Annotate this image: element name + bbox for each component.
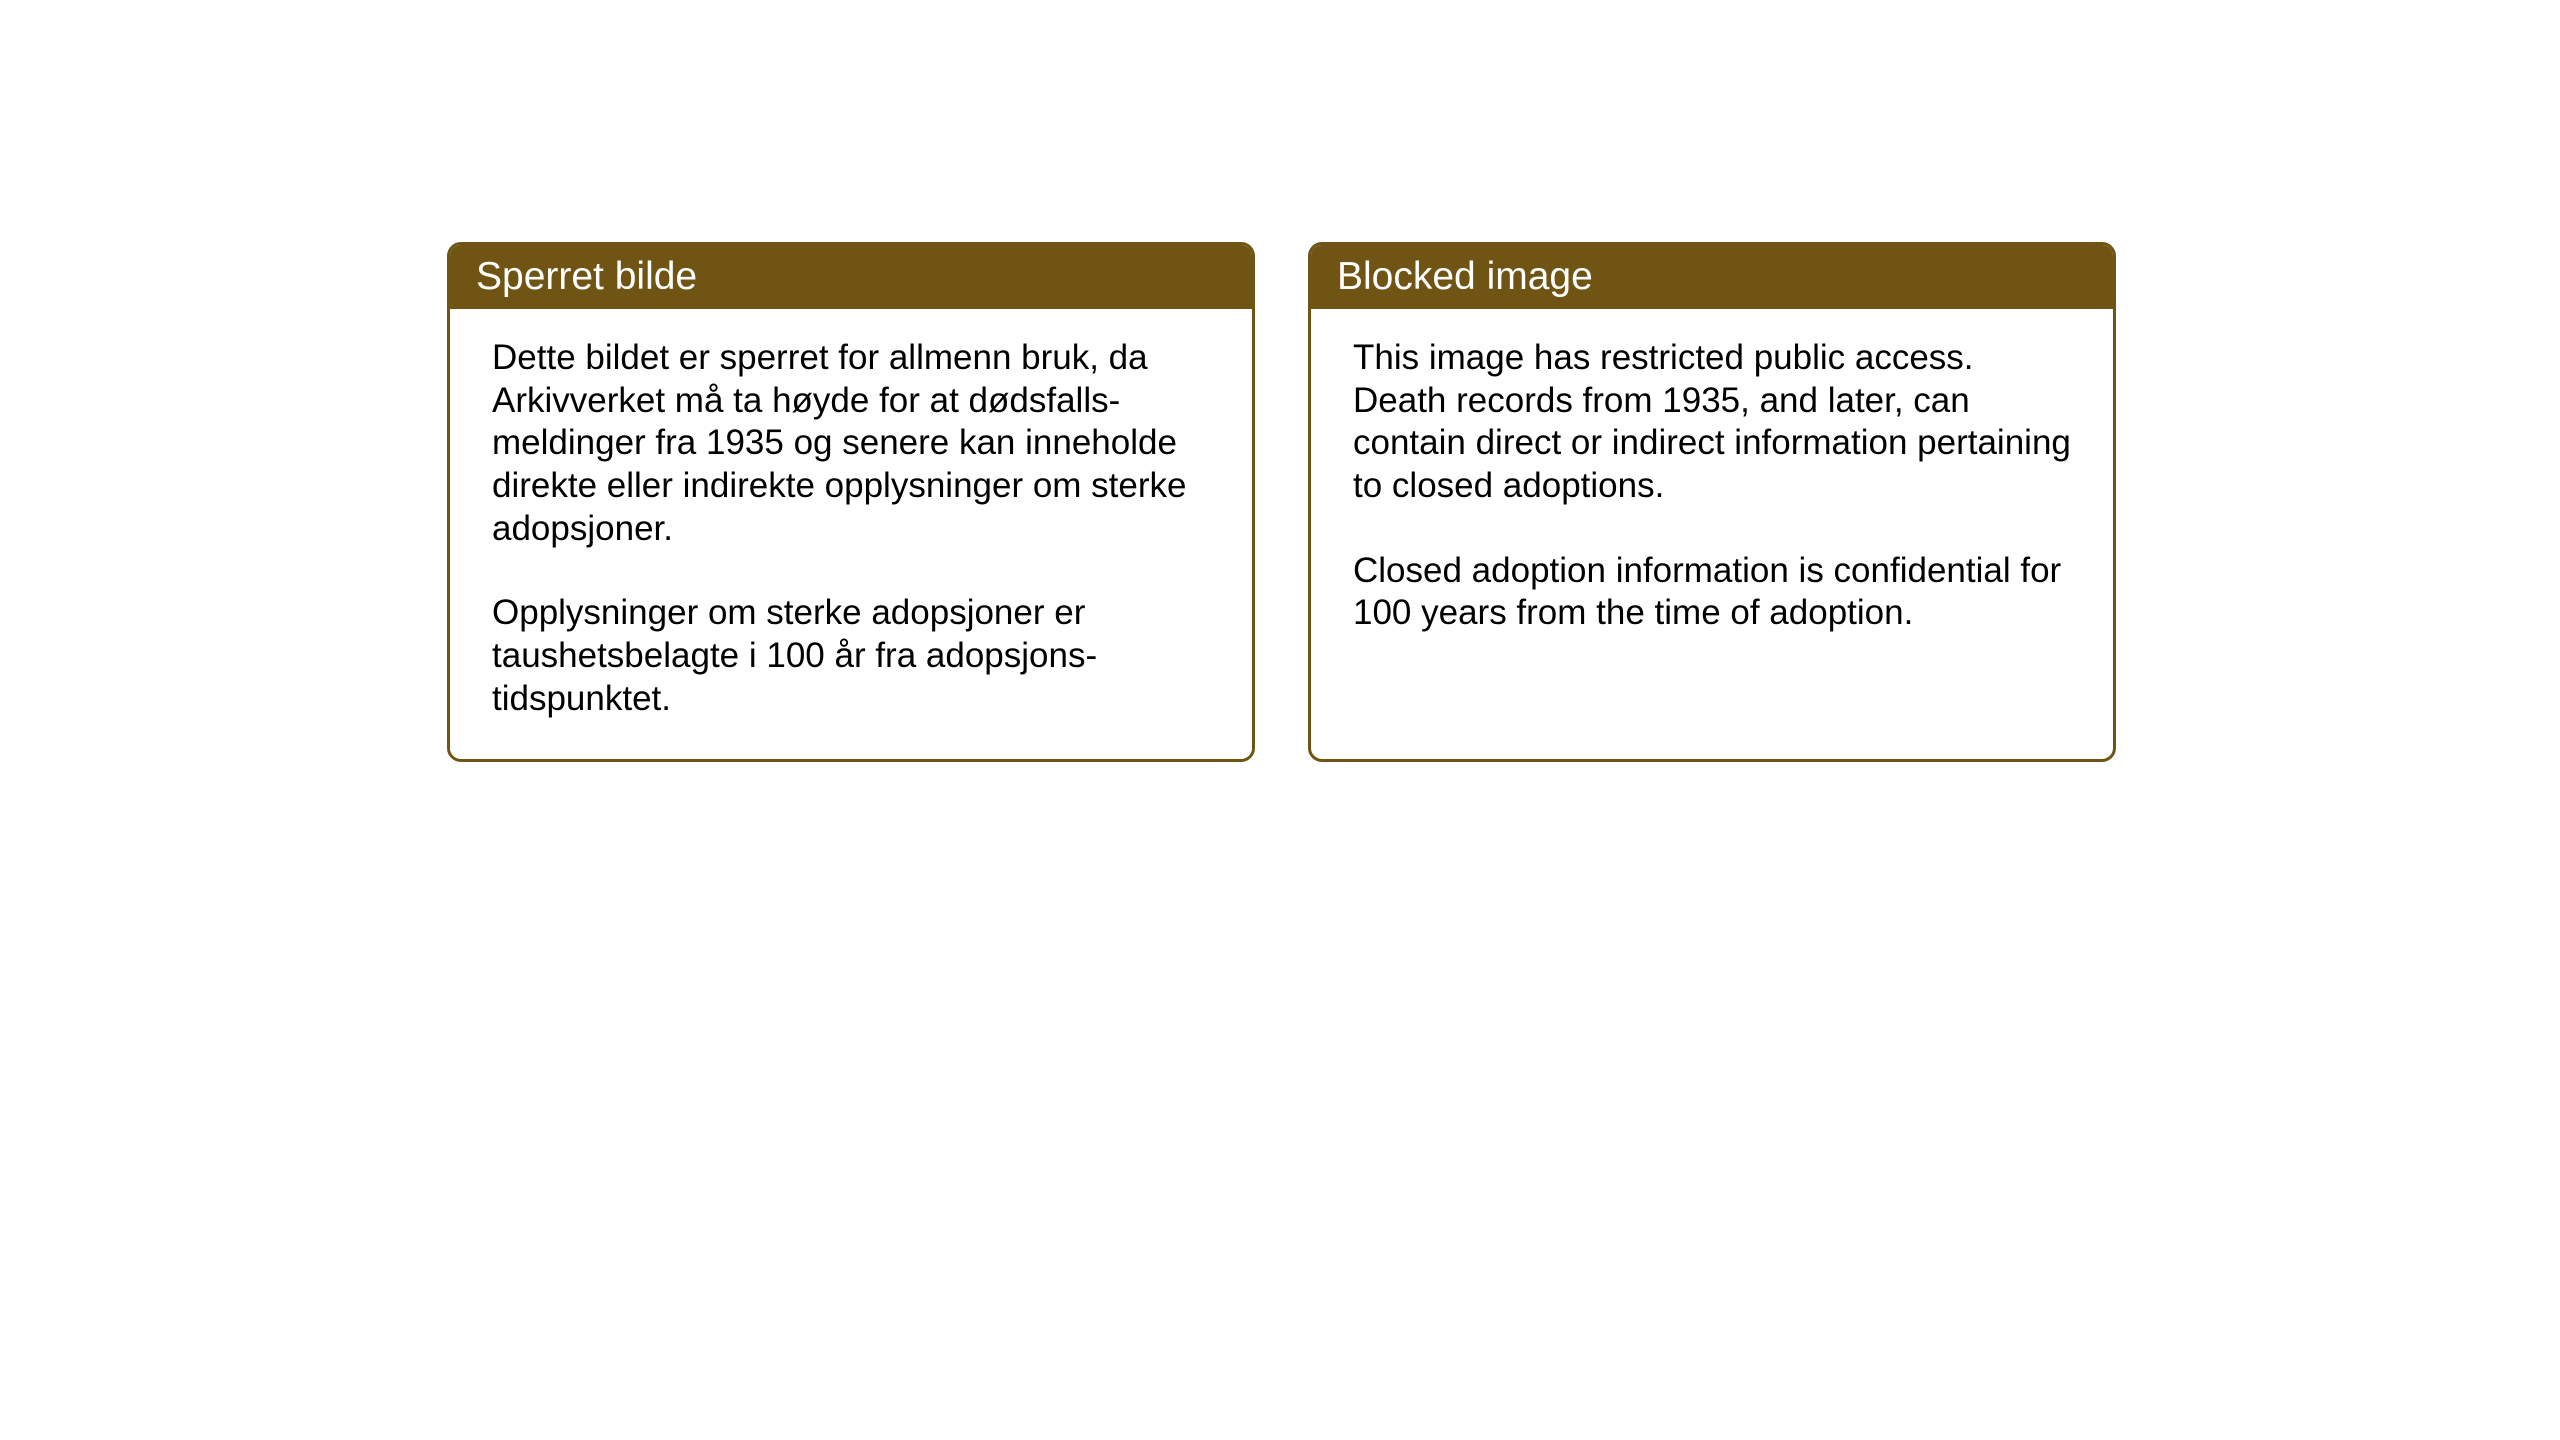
notice-paragraph-1-english: This image has restricted public access.… [1353, 337, 2071, 508]
notices-container: Sperret bilde Dette bildet er sperret fo… [447, 242, 2116, 762]
notice-body-english: This image has restricted public access.… [1311, 309, 2113, 673]
notice-box-norwegian: Sperret bilde Dette bildet er sperret fo… [447, 242, 1255, 762]
notice-paragraph-2-norwegian: Opplysninger om sterke adopsjoner er tau… [492, 592, 1210, 720]
notice-paragraph-2-english: Closed adoption information is confident… [1353, 550, 2071, 635]
notice-header-english: Blocked image [1311, 245, 2113, 309]
notice-body-norwegian: Dette bildet er sperret for allmenn bruk… [450, 309, 1252, 759]
notice-box-english: Blocked image This image has restricted … [1308, 242, 2116, 762]
notice-header-norwegian: Sperret bilde [450, 245, 1252, 309]
notice-paragraph-1-norwegian: Dette bildet er sperret for allmenn bruk… [492, 337, 1210, 550]
